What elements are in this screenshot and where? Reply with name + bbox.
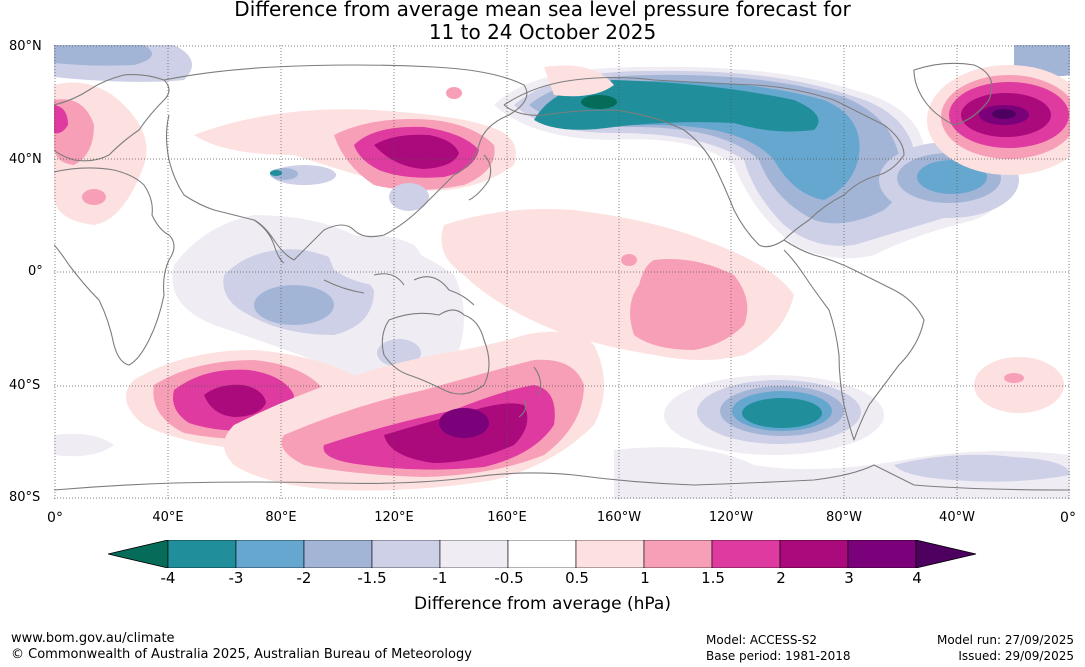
high-atlantic-peak [992,109,1016,119]
lat-label-40s: 40°S [9,378,41,393]
colorbar-tick: -4 [160,569,176,587]
chart-title-line-2: 11 to 24 October 2025 [428,20,657,44]
colorbar-tick: -1.5 [357,569,387,587]
lon-label-120w: 120°W [708,510,754,525]
pressure-anomaly-map [54,45,1070,499]
lon-label-0-left: 0° [47,510,63,526]
chart-title-line-1: Difference from average mean sea level p… [234,0,851,21]
low-tibet-core [270,170,282,176]
colorbar-segment [371,540,441,568]
low-south-pacific-core [742,398,822,428]
colorbar-segment [507,540,577,568]
colorbar-extend-low [108,540,169,568]
colorbar-extend-high [915,540,977,568]
high-tasman-core [439,408,489,438]
colorbar-tick: 1.5 [701,569,725,587]
coastlines [54,62,1070,491]
high-europe-core [54,105,68,134]
lon-label-40e: 40°E [152,510,184,525]
colorbar-tick: 2 [776,569,786,587]
low-atlantic-core [917,160,987,194]
high-south-atlantic-pale [974,357,1064,413]
colorbar-segment [575,540,645,568]
lat-label-80s: 80°S [9,490,41,505]
colorbar-tick: -1 [432,569,448,587]
indonesia-coastline [323,273,475,306]
copyright-text: © Commonwealth of Australia 2025, Austra… [11,647,472,662]
low-indian-ocean-core [254,285,334,325]
colorbar-tick: 4 [912,569,922,587]
model-name: Model: ACCESS-S2 [706,633,818,647]
high-central-pacific-spot [621,254,637,266]
colorbar-tick: 0.5 [565,569,589,587]
low-antarctic-mid [894,454,1070,482]
low-north-america-core [534,80,819,132]
australia-coastline [381,309,490,395]
colorbar-label: Difference from average (hPa) [414,594,671,614]
colorbar-segment [779,540,849,568]
issued-date: Issued: 29/09/2025 [958,649,1074,663]
colorbar [108,540,977,568]
arctic-low-strip-inner [54,45,152,66]
asia-coastline [163,64,528,261]
colorbar-tick: -0.5 [494,569,524,587]
africa-coastline [54,167,175,366]
lon-label-0-right: 0° [1060,510,1076,526]
high-arctic-asia-pale [544,65,614,97]
high-central-pacific-light [630,259,748,350]
high-east-asia-core [374,134,459,169]
high-south-indian-core [204,384,266,417]
colorbar-segment [711,540,781,568]
base-period: Base period: 1981-2018 [706,649,851,663]
new-zealand-coastline [518,366,542,418]
lon-label-120e: 120°E [374,510,414,525]
lat-label-40n: 40°N [9,152,42,167]
lat-label-80n: 80°N [9,39,42,54]
website-link[interactable]: www.bom.gov.au/climate [11,631,175,646]
greenland-coastline [913,62,993,126]
north-america-coastline [503,76,905,248]
anomaly-fields [54,45,1070,499]
europe-coastline [54,74,170,162]
south-america-coastline [783,239,925,441]
lon-label-160e: 160°E [487,510,527,525]
colorbar-segment [847,540,917,568]
lon-label-40w: 40°W [939,510,975,525]
colorbar-segment [303,540,373,568]
colorbar-tick: 3 [844,569,854,587]
lon-label-80e: 80°E [265,510,297,525]
lat-label-equator: 0° [28,264,43,279]
low-china-small [389,183,429,211]
india-coastline [253,219,285,264]
low-north-america-peak [581,95,617,109]
colorbar-segment [439,540,509,568]
graticule [54,45,1070,499]
japan-coastline [468,154,492,201]
colorbar-segment [235,540,305,568]
low-maritime-continent [324,235,422,286]
antarctica-coastline [54,464,1070,491]
colorbar-segment [167,540,237,568]
high-south-atlantic-spot [1004,373,1024,383]
lon-label-160w: 160°W [596,510,642,525]
high-arctic-asia-spot [446,87,462,99]
colorbar-tick: 1 [640,569,650,587]
model-run-date: Model run: 27/09/2025 [936,633,1074,647]
lon-label-80w: 80°W [826,510,862,525]
low-antarctic-left [54,433,114,457]
colorbar-segment [643,540,713,568]
high-eurasia-small [82,189,106,205]
colorbar-tick: -3 [228,569,244,587]
colorbar-tick: -2 [296,569,312,587]
